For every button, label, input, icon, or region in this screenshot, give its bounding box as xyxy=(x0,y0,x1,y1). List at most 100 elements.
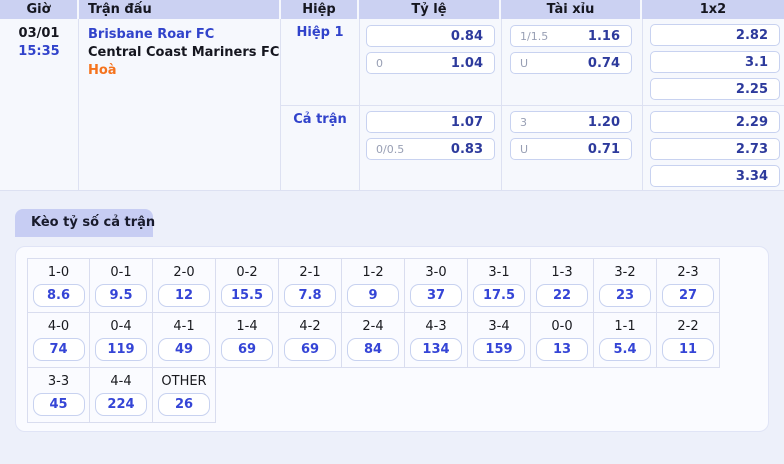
score-cell: 1-4 69 xyxy=(216,313,279,368)
match-row: 03/01 15:35 Brisbane Roar FC Central Coa… xyxy=(0,19,784,190)
score-odds-button[interactable]: 9.5 xyxy=(95,284,147,307)
score-label: 4-4 xyxy=(110,374,132,389)
match-teams-cell: Brisbane Roar FC Central Coast Mariners … xyxy=(79,19,281,190)
tab-correct-score[interactable]: Kèo tỷ số cả trận xyxy=(15,209,155,237)
score-odds-button[interactable]: 74 xyxy=(32,338,85,361)
score-odds-button[interactable]: 5.4 xyxy=(599,338,651,361)
handicap-odds-button[interactable]: 0/0.5 0.83 xyxy=(366,138,495,160)
score-cell: 1-1 5.4 xyxy=(594,313,657,368)
score-label: 1-2 xyxy=(362,265,384,280)
score-label: OTHER xyxy=(161,374,207,389)
score-odds-button[interactable]: 69 xyxy=(284,338,336,361)
score-label: 1-3 xyxy=(551,265,573,280)
score-cell: 2-1 7.8 xyxy=(279,258,342,313)
odds-value: 2.29 xyxy=(735,114,768,130)
score-label: 2-0 xyxy=(173,265,195,280)
score-odds-button[interactable]: 9 xyxy=(347,284,399,307)
handicap-odds-first-half: 0.84 0 1.04 xyxy=(359,19,501,105)
score-odds-button[interactable]: 23 xyxy=(599,284,651,307)
score-odds-button[interactable]: 45 xyxy=(32,393,85,416)
odds-value: 2.73 xyxy=(735,141,768,157)
1x2-odds-button[interactable]: 2.82 xyxy=(650,24,780,46)
odds-value: 2.82 xyxy=(735,27,768,43)
score-odds-button[interactable]: 7.8 xyxy=(284,284,336,307)
score-label: 0-4 xyxy=(110,319,132,334)
match-time-cell: 03/01 15:35 xyxy=(0,19,79,190)
overunder-line: U xyxy=(520,56,529,70)
score-cell: 3-4 159 xyxy=(468,313,531,368)
score-cell: 2-2 11 xyxy=(657,313,720,368)
score-cell: 4-3 134 xyxy=(405,313,468,368)
odds-value: 0.84 xyxy=(450,28,483,44)
odds-value: 1.20 xyxy=(587,114,620,130)
score-grid: 1-0 8.6 0-1 9.5 2-0 12 0-2 15.5 2-1 7.8 1-2 9 3-0 37 3… xyxy=(27,258,768,423)
column-header-period: Hiệp xyxy=(281,0,359,19)
score-label: 1-0 xyxy=(47,265,70,280)
score-odds-button[interactable]: 119 xyxy=(95,338,147,361)
score-cell: 0-4 119 xyxy=(90,313,153,368)
score-cell: 1-0 8.6 xyxy=(27,258,90,313)
score-odds-button[interactable]: 69 xyxy=(221,338,273,361)
period-full-time: Cả trận 1.07 0/0.5 0.83 3 1.20 xyxy=(281,105,784,190)
score-odds-button[interactable]: 84 xyxy=(347,338,399,361)
score-label: 3-0 xyxy=(425,265,447,280)
score-odds-button[interactable]: 22 xyxy=(536,284,588,307)
overunder-odds-button[interactable]: U 0.74 xyxy=(510,52,632,74)
score-row: 3-3 45 4-4 224 OTHER 26 xyxy=(27,368,768,423)
score-odds-button[interactable]: 134 xyxy=(410,338,462,361)
score-odds-button[interactable]: 17.5 xyxy=(473,284,525,307)
column-header-overunder: Tài xỉu xyxy=(501,0,642,19)
1x2-odds-full-time: 2.29 2.73 3.34 xyxy=(642,106,784,190)
column-header-match: Trận đấu xyxy=(79,0,281,19)
1x2-odds-button[interactable]: 2.29 xyxy=(650,111,780,133)
column-header-handicap: Tỷ lệ xyxy=(359,0,501,19)
1x2-odds-button[interactable]: 2.25 xyxy=(650,78,780,100)
score-label: 4-2 xyxy=(299,319,321,334)
score-odds-button[interactable]: 12 xyxy=(158,284,210,307)
odds-value: 0.83 xyxy=(450,141,483,157)
score-odds-button[interactable]: 37 xyxy=(410,284,462,307)
score-odds-button[interactable]: 11 xyxy=(662,338,714,361)
1x2-odds-button[interactable]: 3.1 xyxy=(650,51,780,73)
score-odds-button[interactable]: 8.6 xyxy=(32,284,85,307)
overunder-line: U xyxy=(520,142,529,156)
1x2-odds-button[interactable]: 3.34 xyxy=(650,165,780,187)
score-odds-button[interactable]: 26 xyxy=(158,393,210,416)
score-label: 2-3 xyxy=(677,265,699,280)
score-odds-button[interactable]: 159 xyxy=(473,338,525,361)
score-label: 3-1 xyxy=(488,265,510,280)
1x2-odds-button[interactable]: 2.73 xyxy=(650,138,780,160)
handicap-odds-button[interactable]: 0.84 xyxy=(366,25,495,47)
period-label-first-half: Hiệp 1 xyxy=(296,25,344,40)
score-odds-button[interactable]: 224 xyxy=(95,393,147,416)
score-cell: 4-4 224 xyxy=(90,368,153,423)
odds-value: 0.71 xyxy=(587,141,620,157)
handicap-odds-button[interactable]: 1.07 xyxy=(366,111,495,133)
odds-value: 1.16 xyxy=(587,28,620,44)
score-cell: 4-2 69 xyxy=(279,313,342,368)
score-odds-button[interactable]: 15.5 xyxy=(221,284,273,307)
score-cell: 2-0 12 xyxy=(153,258,216,313)
score-cell: 3-2 23 xyxy=(594,258,657,313)
odds-periods: Hiệp 1 0.84 0 1.04 1/1.5 1.16 xyxy=(281,19,784,190)
handicap-odds-full-time: 1.07 0/0.5 0.83 xyxy=(359,106,501,190)
score-label: 0-0 xyxy=(551,319,573,334)
overunder-line: 3 xyxy=(520,115,527,129)
score-cell: 0-2 15.5 xyxy=(216,258,279,313)
score-odds-button[interactable]: 49 xyxy=(158,338,210,361)
score-cell: 2-3 27 xyxy=(657,258,720,313)
score-cell: 0-0 13 xyxy=(531,313,594,368)
overunder-odds-button[interactable]: U 0.71 xyxy=(510,138,632,160)
overunder-odds-button[interactable]: 3 1.20 xyxy=(510,111,632,133)
home-team-link[interactable]: Brisbane Roar FC xyxy=(88,27,215,42)
odds-value: 2.25 xyxy=(735,81,768,97)
score-label: 2-2 xyxy=(677,319,699,334)
score-odds-button[interactable]: 27 xyxy=(662,284,714,307)
score-odds-button[interactable]: 13 xyxy=(536,338,588,361)
handicap-line: 0 xyxy=(376,56,383,70)
match-odds-table: Giờ Trận đấu Hiệp Tỷ lệ Tài xỉu 1x2 03/0… xyxy=(0,0,784,191)
score-label: 3-3 xyxy=(47,374,70,389)
handicap-odds-button[interactable]: 0 1.04 xyxy=(366,52,495,74)
overunder-odds-button[interactable]: 1/1.5 1.16 xyxy=(510,25,632,47)
score-cell: 0-1 9.5 xyxy=(90,258,153,313)
